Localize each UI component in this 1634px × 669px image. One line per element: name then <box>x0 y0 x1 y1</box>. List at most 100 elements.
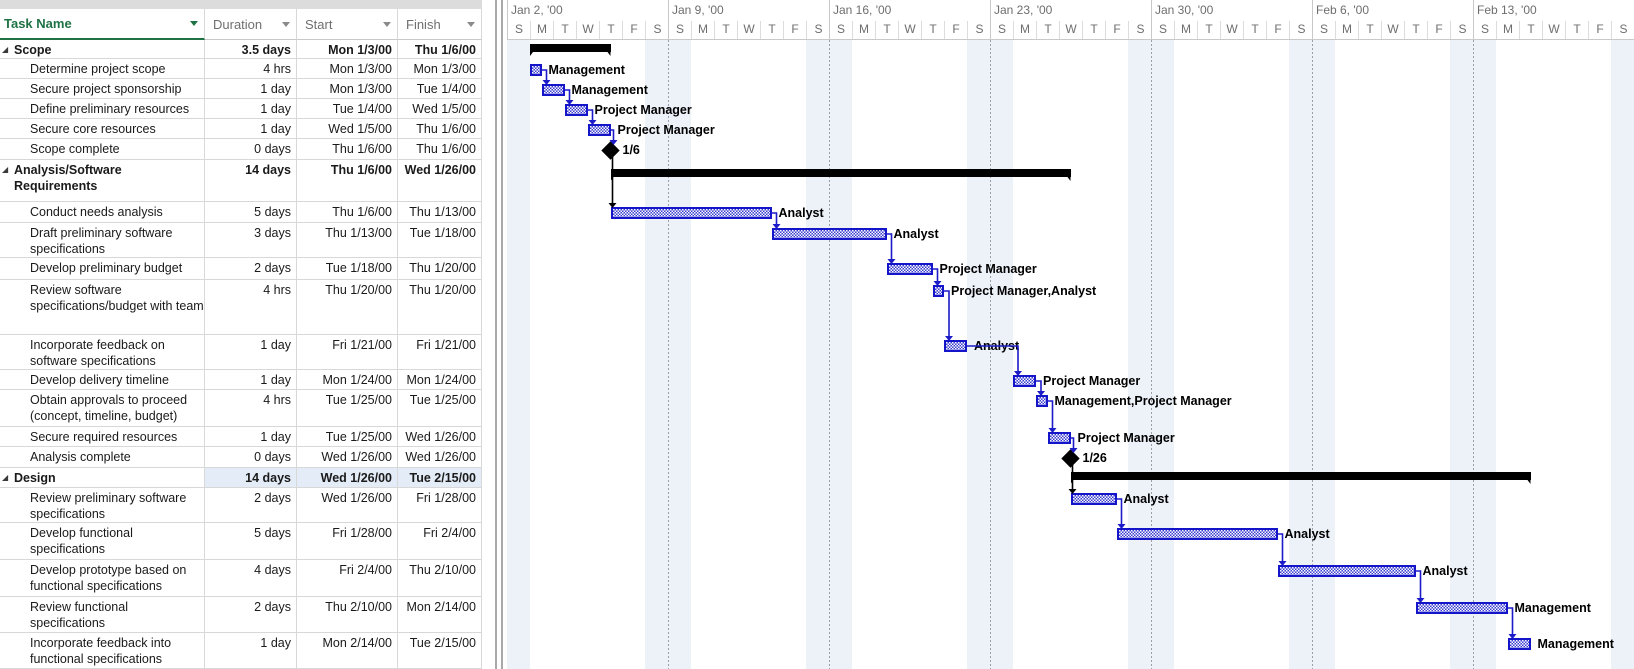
duration-cell[interactable]: 3 days <box>205 223 297 258</box>
gantt-task-bar[interactable] <box>564 104 588 116</box>
finish-cell[interactable]: Tue 1/25/00 <box>398 390 482 427</box>
duration-cell[interactable]: 14 days <box>205 160 297 202</box>
task-name-cell[interactable]: ◢ Design <box>0 468 205 488</box>
start-cell[interactable]: Thu 1/20/00 <box>297 280 398 335</box>
start-cell[interactable]: Mon 1/24/00 <box>297 370 398 390</box>
task-name-cell[interactable]: Review preliminary software specificatio… <box>0 488 205 523</box>
start-cell[interactable]: Fri 1/28/00 <box>297 523 398 560</box>
task-name-cell[interactable]: ◢ Analysis/Software Requirements <box>0 160 205 202</box>
timescale-week[interactable]: Feb 13, '00 S M T W T F S <box>1473 0 1634 40</box>
gantt-task-bar[interactable] <box>771 228 887 240</box>
duration-cell[interactable]: 4 days <box>205 560 297 597</box>
duration-cell[interactable]: 1 day <box>205 633 297 669</box>
duration-cell[interactable]: 4 hrs <box>205 280 297 335</box>
timescale-week[interactable]: Jan 16, '00 S M T W T F S <box>829 0 990 40</box>
gantt-task-bar[interactable] <box>1070 493 1117 505</box>
finish-cell[interactable]: Wed 1/26/00 <box>398 447 482 468</box>
finish-cell[interactable]: Thu 1/6/00 <box>398 40 482 59</box>
task-name-cell[interactable]: Obtain approvals to proceed (concept, ti… <box>0 390 205 427</box>
start-cell[interactable]: Wed 1/26/00 <box>297 468 398 488</box>
task-name-cell[interactable]: Develop prototype based on functional sp… <box>0 560 205 597</box>
task-name-cell[interactable]: Review functional specifications <box>0 597 205 633</box>
task-name-cell[interactable]: Secure core resources <box>0 119 205 139</box>
finish-cell[interactable]: Tue 2/15/00 <box>398 468 482 488</box>
gantt-task-bar[interactable] <box>944 340 967 352</box>
start-cell[interactable]: Thu 1/6/00 <box>297 160 398 202</box>
task-name-cell[interactable]: Incorporate feedback into functional spe… <box>0 633 205 669</box>
start-cell[interactable]: Mon 2/14/00 <box>297 633 398 669</box>
finish-cell[interactable]: Tue 1/18/00 <box>398 223 482 258</box>
duration-cell[interactable]: 3.5 days <box>205 40 297 59</box>
table-row[interactable]: Secure required resources 1 day Tue 1/25/0… <box>0 427 482 447</box>
duration-cell[interactable]: 1 day <box>205 427 297 447</box>
table-row[interactable]: ◢ Analysis/Software Requirements 14 days Th… <box>0 160 482 202</box>
timescale-week[interactable]: Jan 2, '00 S M T W T F S <box>507 0 668 40</box>
gantt-task-bar[interactable] <box>1116 528 1278 540</box>
task-name-cell[interactable]: Conduct needs analysis <box>0 202 205 223</box>
gantt-task-bar[interactable] <box>1507 638 1531 650</box>
table-row[interactable]: ◢ Scope 3.5 days Mon 1/3/00 Thu 1/6/00 <box>0 40 482 59</box>
duration-cell[interactable]: 2 days <box>205 258 297 280</box>
duration-cell[interactable]: 1 day <box>205 79 297 99</box>
table-row[interactable]: Secure core resources 1 day Wed 1/5/00 Thu … <box>0 119 482 139</box>
finish-cell[interactable]: Thu 2/10/00 <box>398 560 482 597</box>
start-cell[interactable]: Tue 1/25/00 <box>297 427 398 447</box>
gantt-milestone[interactable] <box>601 140 620 160</box>
task-name-cell[interactable]: Scope complete <box>0 139 205 160</box>
finish-cell[interactable]: Wed 1/5/00 <box>398 99 482 119</box>
start-cell[interactable]: Tue 1/18/00 <box>297 258 398 280</box>
table-row[interactable]: Review preliminary software specificatio… <box>0 488 482 523</box>
start-cell[interactable]: Mon 1/3/00 <box>297 59 398 79</box>
gantt-task-bar[interactable] <box>1013 375 1036 387</box>
gantt-task-bar[interactable] <box>587 124 611 136</box>
timescale-week[interactable]: Jan 9, '00 S M T W T F S <box>668 0 829 40</box>
gantt-task-bar[interactable] <box>1415 602 1508 614</box>
table-row[interactable]: ◢ Design 14 days Wed 1/26/00 Tue 2/15/00 <box>0 468 482 488</box>
table-row[interactable]: Determine project scope 4 hrs Mon 1/3/00 Mo… <box>0 59 482 79</box>
filter-dropdown-icon[interactable] <box>282 21 290 27</box>
task-name-cell[interactable]: Determine project scope <box>0 59 205 79</box>
duration-cell[interactable]: 4 hrs <box>205 59 297 79</box>
filter-dropdown-icon[interactable] <box>467 21 475 27</box>
start-cell[interactable]: Wed 1/5/00 <box>297 119 398 139</box>
gantt-task-bar[interactable] <box>1277 565 1416 577</box>
table-row[interactable]: Secure project sponsorship 1 day Mon 1/3/0… <box>0 79 482 99</box>
table-row[interactable]: Develop prototype based on functional sp… <box>0 560 482 597</box>
duration-cell[interactable]: 1 day <box>205 119 297 139</box>
start-cell[interactable]: Wed 1/26/00 <box>297 447 398 468</box>
finish-cell[interactable]: Mon 1/24/00 <box>398 370 482 390</box>
finish-cell[interactable]: Tue 1/4/00 <box>398 79 482 99</box>
start-cell[interactable]: Tue 1/4/00 <box>297 99 398 119</box>
gantt-task-bar[interactable] <box>1047 432 1071 444</box>
table-row[interactable]: Draft preliminary software specification… <box>0 223 482 258</box>
table-row[interactable]: Obtain approvals to proceed (concept, ti… <box>0 390 482 427</box>
table-row[interactable]: Develop preliminary budget 2 days Tue 1/18… <box>0 258 482 280</box>
task-name-cell[interactable]: ◢ Scope <box>0 40 205 59</box>
duration-cell[interactable]: 1 day <box>205 99 297 119</box>
start-cell[interactable]: Fri 1/21/00 <box>297 335 398 370</box>
table-row[interactable]: Define preliminary resources 1 day Tue 1/4… <box>0 99 482 119</box>
gantt-summary-bar[interactable] <box>1070 472 1531 484</box>
start-cell[interactable]: Fri 2/4/00 <box>297 560 398 597</box>
finish-cell[interactable]: Thu 1/6/00 <box>398 119 482 139</box>
task-name-cell[interactable]: Develop delivery timeline <box>0 370 205 390</box>
start-cell[interactable]: Tue 1/25/00 <box>297 390 398 427</box>
task-name-cell[interactable]: Incorporate feedback on software specifi… <box>0 335 205 370</box>
gantt-task-bar[interactable] <box>541 84 565 96</box>
gantt-summary-bar[interactable] <box>610 169 1071 181</box>
task-name-cell[interactable]: Draft preliminary software specification… <box>0 223 205 258</box>
task-name-cell[interactable]: Review software specifications/budget wi… <box>0 280 205 335</box>
table-row[interactable]: Scope complete 0 days Thu 1/6/00 Thu 1/6/00 <box>0 139 482 160</box>
finish-cell[interactable]: Tue 2/15/00 <box>398 633 482 669</box>
duration-cell[interactable]: 0 days <box>205 447 297 468</box>
start-cell[interactable]: Thu 1/13/00 <box>297 223 398 258</box>
table-row[interactable]: Incorporate feedback into functional spe… <box>0 633 482 669</box>
start-cell[interactable]: Mon 1/3/00 <box>297 40 398 59</box>
start-cell[interactable]: Mon 1/3/00 <box>297 79 398 99</box>
start-cell[interactable]: Wed 1/26/00 <box>297 488 398 523</box>
column-header-start[interactable]: Start <box>297 9 398 40</box>
duration-cell[interactable]: 5 days <box>205 202 297 223</box>
finish-cell[interactable]: Wed 1/26/00 <box>398 160 482 202</box>
start-cell[interactable]: Thu 2/10/00 <box>297 597 398 633</box>
duration-cell[interactable]: 2 days <box>205 597 297 633</box>
